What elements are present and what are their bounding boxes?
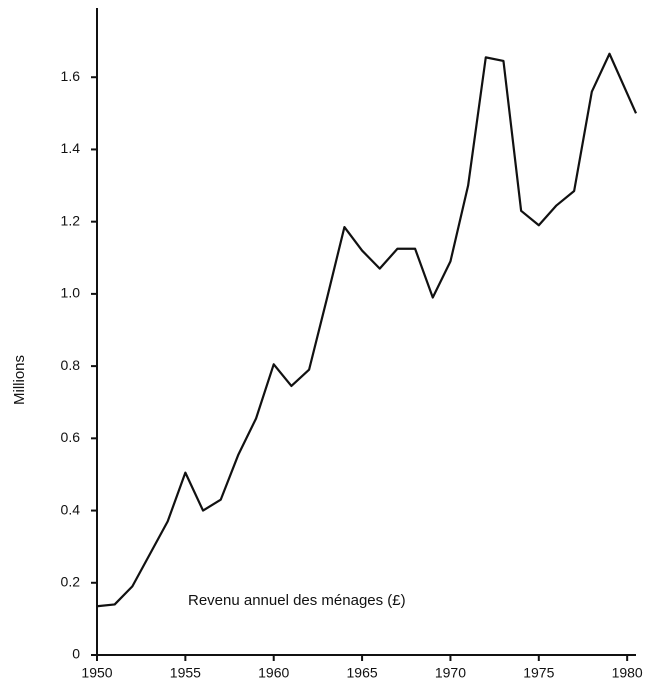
y-tick-label: 0.6 [61,429,81,445]
x-tick-label: 1970 [435,665,466,681]
x-tick-label: 1950 [81,665,112,681]
y-tick-label: 0 [72,646,80,662]
y-tick-label: 1.6 [61,68,81,84]
x-tick-label: 1955 [170,665,201,681]
y-tick-label: 1.4 [61,140,81,156]
annotation: Revenu annuel des ménages (£) [188,592,406,609]
x-tick-label: 1980 [612,665,643,681]
y-tick-label: 0.4 [61,501,81,517]
y-tick-label: 1.0 [61,285,81,301]
y-axis-label: Millions [11,355,28,405]
x-tick-label: 1965 [347,665,378,681]
y-tick-label: 0.8 [61,357,81,373]
y-tick-label: 0.2 [61,573,81,589]
x-tick-label: 1960 [258,665,289,681]
y-tick-label: 1.2 [61,212,81,228]
line [96,52,638,608]
x-tick-label: 1975 [523,665,554,681]
